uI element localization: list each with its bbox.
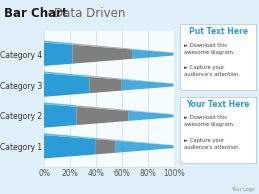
Polygon shape bbox=[132, 49, 174, 59]
Polygon shape bbox=[44, 135, 96, 158]
Polygon shape bbox=[44, 102, 76, 107]
Text: Your Logo: Your Logo bbox=[231, 187, 255, 192]
Polygon shape bbox=[44, 71, 89, 77]
Text: Your Text Here: Your Text Here bbox=[186, 100, 250, 109]
Text: ► Download this
awesome diagram.: ► Download this awesome diagram. bbox=[184, 115, 234, 127]
Polygon shape bbox=[122, 80, 174, 91]
Text: Data Driven: Data Driven bbox=[54, 7, 125, 20]
Polygon shape bbox=[89, 76, 122, 80]
Polygon shape bbox=[128, 110, 174, 114]
Polygon shape bbox=[115, 141, 174, 153]
Text: ► Capture your
audience's attention.: ► Capture your audience's attention. bbox=[184, 138, 240, 150]
Polygon shape bbox=[44, 73, 89, 97]
Polygon shape bbox=[89, 77, 122, 93]
Text: –: – bbox=[44, 7, 57, 20]
Text: Put Text Here: Put Text Here bbox=[189, 27, 248, 36]
Polygon shape bbox=[96, 139, 115, 154]
Polygon shape bbox=[44, 42, 73, 66]
Polygon shape bbox=[128, 111, 174, 121]
Polygon shape bbox=[76, 105, 128, 111]
Polygon shape bbox=[122, 79, 174, 84]
Polygon shape bbox=[44, 41, 73, 45]
Polygon shape bbox=[96, 138, 115, 141]
Text: ► Capture your
audience's attention.: ► Capture your audience's attention. bbox=[184, 65, 240, 77]
Polygon shape bbox=[44, 104, 76, 128]
Polygon shape bbox=[115, 140, 174, 145]
Text: Bar Chart: Bar Chart bbox=[4, 7, 68, 20]
Polygon shape bbox=[132, 49, 174, 53]
Polygon shape bbox=[73, 43, 132, 49]
Text: ► Download this
awesome diagram.: ► Download this awesome diagram. bbox=[184, 43, 234, 55]
Polygon shape bbox=[73, 45, 132, 64]
Polygon shape bbox=[76, 107, 128, 125]
Polygon shape bbox=[44, 133, 96, 139]
